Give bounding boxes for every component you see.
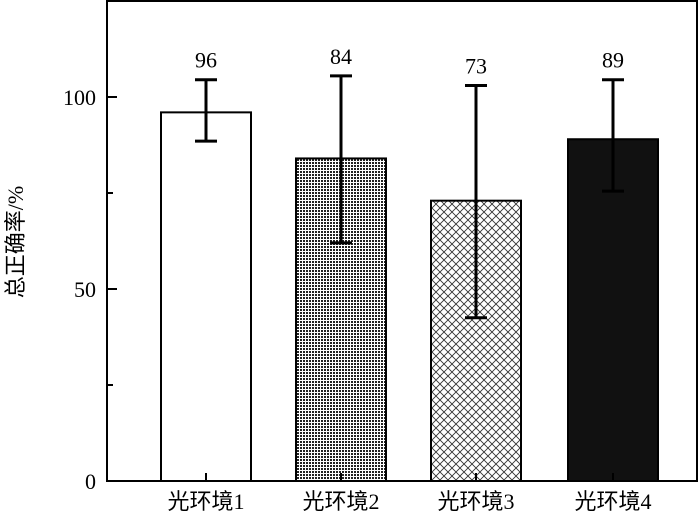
data-label-2: 84 [330,44,352,69]
y-axis-label: 总正确率/% [3,186,28,298]
y-tick-label-50: 50 [74,277,96,302]
category-label-1: 光环境1 [167,489,244,514]
bar-1 [160,111,252,483]
plot-frame [106,0,698,482]
data-label-4: 89 [602,48,624,73]
y-tick-label-0: 0 [85,469,96,494]
category-label-4: 光环境4 [574,489,651,514]
data-label-1: 96 [195,48,217,73]
category-label-2: 光环境2 [302,489,379,514]
data-label-3: 73 [465,53,487,78]
y-tick-label-100: 100 [63,85,96,110]
category-label-3: 光环境3 [437,489,514,514]
